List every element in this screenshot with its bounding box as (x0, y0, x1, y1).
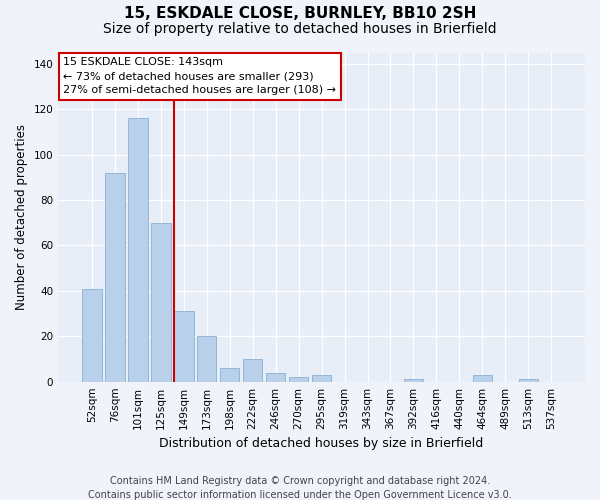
Bar (404, 380, 423, 382)
Bar (82, 288, 101, 382)
Text: Contains HM Land Registry data © Crown copyright and database right 2024.
Contai: Contains HM Land Registry data © Crown c… (88, 476, 512, 500)
Bar (473, 375, 492, 382)
Text: 15, ESKDALE CLOSE, BURNLEY, BB10 2SH: 15, ESKDALE CLOSE, BURNLEY, BB10 2SH (124, 6, 476, 20)
Bar (220, 368, 239, 382)
Bar (518, 380, 538, 382)
Bar (289, 377, 308, 382)
Bar (105, 173, 125, 382)
X-axis label: Distribution of detached houses by size in Brierfield: Distribution of detached houses by size … (160, 437, 484, 450)
Bar (266, 372, 286, 382)
Bar (128, 118, 148, 382)
Bar (197, 336, 217, 382)
Text: 15 ESKDALE CLOSE: 143sqm
← 73% of detached houses are smaller (293)
27% of semi-: 15 ESKDALE CLOSE: 143sqm ← 73% of detach… (64, 58, 337, 96)
Bar (174, 312, 194, 382)
Bar (243, 359, 262, 382)
Bar (151, 223, 170, 382)
Text: Size of property relative to detached houses in Brierfield: Size of property relative to detached ho… (103, 22, 497, 36)
Y-axis label: Number of detached properties: Number of detached properties (15, 124, 28, 310)
Bar (312, 375, 331, 382)
